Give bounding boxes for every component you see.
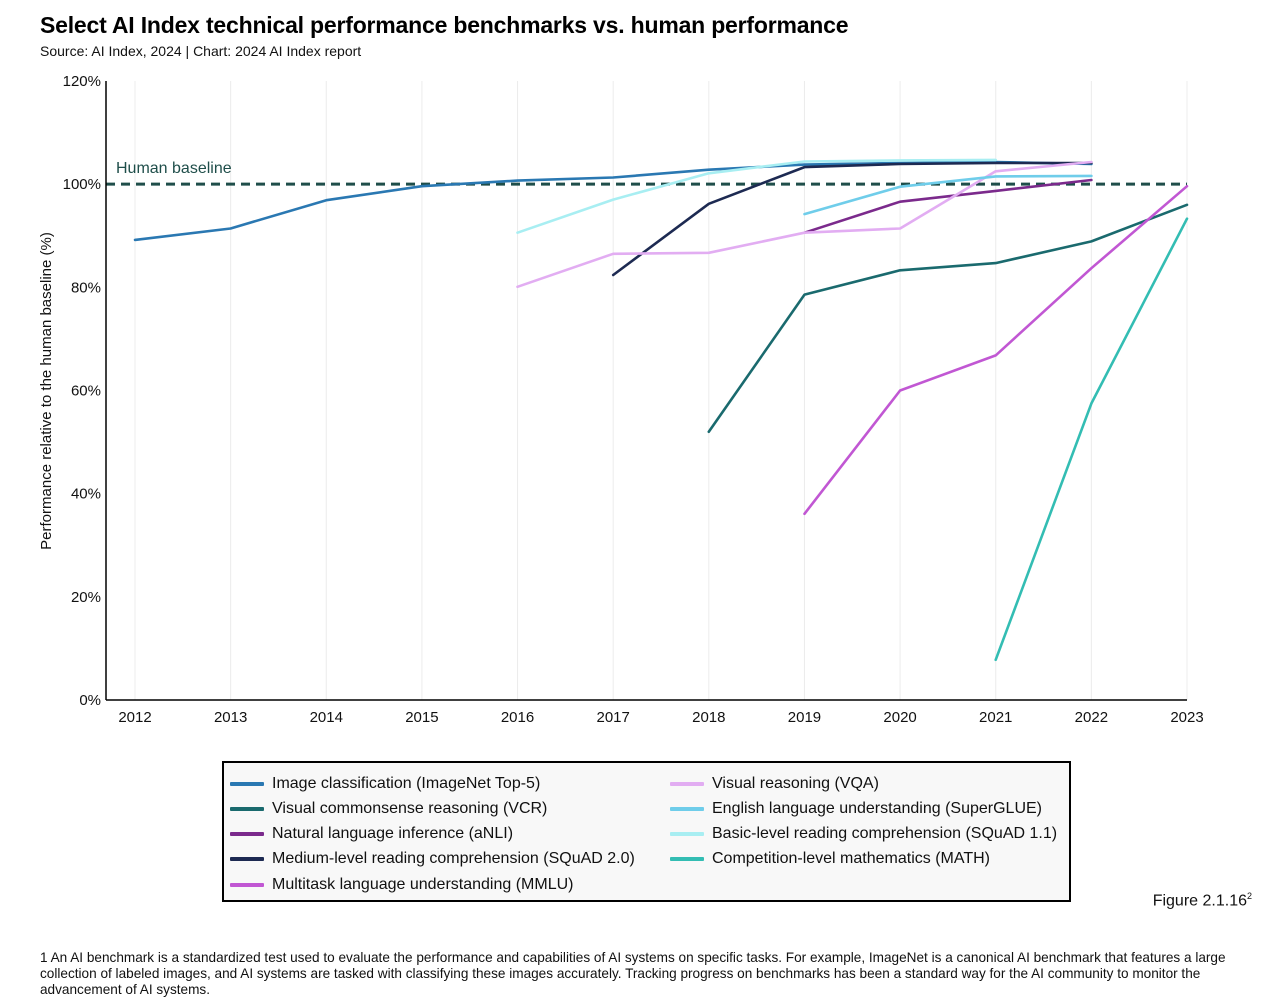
legend-label: Visual commonsense reasoning (VCR): [272, 800, 548, 817]
y-tick-label: 120%: [63, 73, 101, 90]
y-tick-label: 60%: [71, 383, 101, 400]
series-line: [707, 203, 1189, 434]
series-line: [803, 174, 1093, 216]
chart-source: Source: AI Index, 2024 | Chart: 2024 AI …: [40, 43, 362, 59]
legend-swatch: [670, 832, 704, 836]
y-tick-label: 100%: [63, 176, 101, 193]
y-tick-label: 0%: [79, 692, 101, 709]
series-line: [611, 161, 1093, 277]
series-line: [994, 217, 1189, 662]
y-tick-label: 80%: [71, 279, 101, 296]
footnote: 1 An AI benchmark is a standardized test…: [40, 950, 1226, 997]
legend-swatch: [670, 857, 704, 861]
legend-item: English language understanding (SuperGLU…: [670, 798, 1042, 820]
legend-label: Competition-level mathematics (MATH): [712, 850, 990, 867]
legend-item: Visual reasoning (VQA): [670, 773, 879, 795]
baseline-label: Human baseline: [116, 160, 232, 177]
series-line: [516, 158, 997, 234]
axis-layer: 2012 2013 2014 2015 2016 2017 2018 2019 2020 2021…: [63, 73, 1204, 726]
legend-swatch: [230, 807, 264, 811]
legend-swatch: [670, 807, 704, 811]
legend-swatch: [230, 782, 264, 786]
series-layer: [133, 158, 1189, 662]
legend-item: Natural language inference (aNLI): [230, 823, 513, 845]
x-tick-label: 2014: [310, 709, 343, 726]
legend-label: Image classification (ImageNet Top-5): [272, 775, 541, 792]
legend-label: Basic-level reading comprehension (SQuAD…: [712, 825, 1058, 842]
legend-swatch: [230, 883, 264, 887]
x-tick-label: 2019: [788, 709, 821, 726]
x-tick-label: 2012: [118, 709, 151, 726]
y-axis-title: Performance relative to the human baseli…: [38, 232, 55, 550]
legend-swatch: [230, 832, 264, 836]
legend-item: Medium-level reading comprehension (SQuA…: [230, 848, 635, 870]
x-tick-label: 2018: [692, 709, 725, 726]
x-tick-label: 2015: [405, 709, 438, 726]
legend-swatch: [670, 782, 704, 786]
x-tick-label: 2016: [501, 709, 534, 726]
figure-label-footnote-ref: 2: [1246, 891, 1252, 901]
x-tick-label: 2017: [596, 709, 629, 726]
figure-label: Figure 2.1.162: [1153, 891, 1252, 910]
series-line: [516, 160, 1093, 289]
legend-label: Natural language inference (aNLI): [272, 825, 514, 842]
legend-swatch: [230, 857, 264, 861]
x-tick-label: 2021: [979, 709, 1012, 726]
x-tick-label: 2022: [1075, 709, 1108, 726]
legend-label: Visual reasoning (VQA): [712, 775, 879, 792]
y-tick-label: 20%: [71, 589, 101, 606]
x-tick-label: 2023: [1170, 709, 1203, 726]
line-chart: 2012 2013 2014 2015 2016 2017 2018 2019 2020 2021…: [38, 73, 1204, 726]
x-tick-label: 2020: [883, 709, 916, 726]
legend-item: Multitask language understanding (MMLU): [230, 874, 573, 896]
figure-label-text: Figure 2.1.16: [1152, 892, 1247, 910]
legend-item: Image classification (ImageNet Top-5): [230, 773, 540, 795]
series-line: [803, 184, 1189, 516]
legend-label: English language understanding (SuperGLU…: [712, 800, 1042, 817]
legend-item: Competition-level mathematics (MATH): [670, 848, 990, 870]
chart-title: Select AI Index technical performance be…: [40, 12, 849, 38]
legend-label: Medium-level reading comprehension (SQuA…: [272, 850, 635, 867]
legend-label: Multitask language understanding (MMLU): [272, 876, 574, 893]
legend-item: Visual commonsense reasoning (VCR): [230, 798, 547, 820]
legend: Image classification (ImageNet Top-5) Vi…: [222, 761, 1071, 902]
y-tick-label: 40%: [71, 486, 101, 503]
x-tick-label: 2013: [214, 709, 247, 726]
series-line: [803, 178, 1093, 234]
legend-item: Basic-level reading comprehension (SQuAD…: [670, 823, 1057, 845]
